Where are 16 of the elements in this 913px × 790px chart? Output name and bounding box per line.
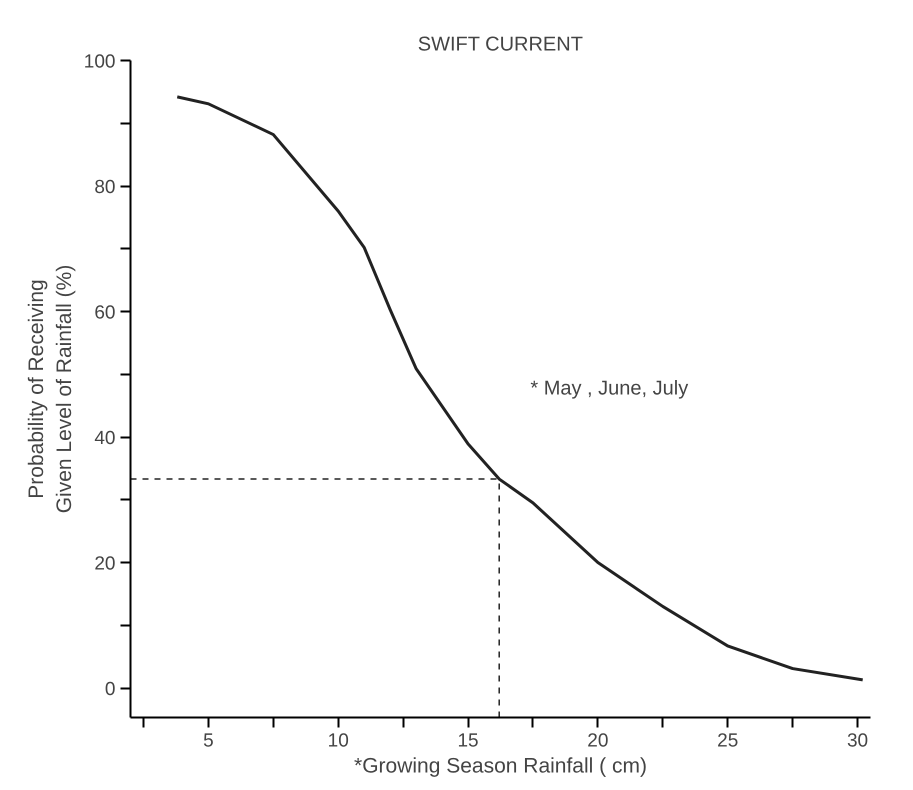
- x-tick-label: 20: [587, 730, 608, 752]
- y-tick-label: 60: [94, 302, 116, 324]
- x-axis-title: *Growing Season Rainfall ( cm): [354, 754, 647, 778]
- chart-title: SWIFT CURRENT: [418, 34, 583, 56]
- x-tick-label: 30: [846, 730, 868, 752]
- y-tick-label: 100: [84, 52, 116, 72]
- y-axis-title: Probability of Receiving Given Level of Rainfall (%): [25, 264, 76, 514]
- x-tick-label: 15: [457, 730, 479, 752]
- y-tick-label: 80: [94, 177, 116, 198]
- y-tick-label: 40: [94, 428, 116, 450]
- x-tick-label: 25: [717, 730, 738, 752]
- y-tick-label: 0: [104, 679, 116, 700]
- y-tick-label: 20: [94, 554, 116, 575]
- annotation: * May , June, July: [530, 377, 688, 400]
- x-tick-label: 10: [328, 730, 349, 752]
- x-tick-label: 5: [203, 730, 214, 752]
